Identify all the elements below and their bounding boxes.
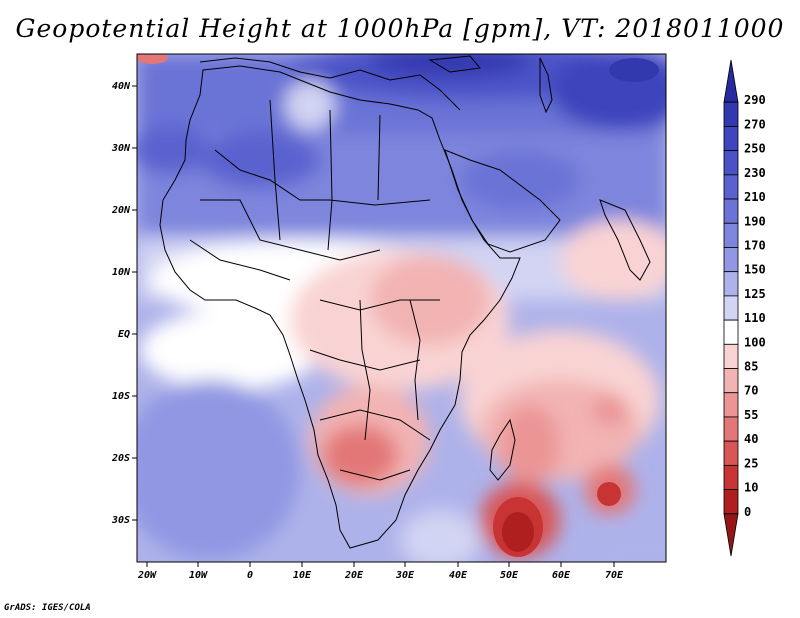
colorbar: 2902702502302101901701501251101008570554… (723, 59, 766, 557)
x-tick-label: 50E (500, 570, 519, 581)
colorbar-swatch (723, 198, 739, 224)
x-tick-label: 40E (449, 570, 468, 581)
colorbar-label: 70 (744, 384, 758, 398)
africa-coastline (159, 65, 521, 549)
colorbar-label: 85 (744, 360, 758, 374)
colorbar-label: 0 (744, 505, 751, 519)
colorbar-swatch (723, 440, 739, 466)
colorbar-label: 210 (744, 190, 766, 204)
colorbar-label: 150 (744, 263, 766, 277)
colorbar-label: 40 (744, 432, 758, 446)
colorbar-swatch (723, 295, 739, 321)
colorbar-swatch (723, 126, 739, 152)
colorbar-swatch (723, 174, 739, 200)
colorbar-label: 55 (744, 408, 758, 422)
colorbar-label: 290 (744, 93, 766, 107)
y-tick-label: 30N (111, 143, 131, 154)
y-tick-label: 30S (111, 515, 130, 526)
y-tick-label: EQ (118, 329, 130, 340)
colorbar-label: 125 (744, 287, 766, 301)
colorbar-label: 100 (744, 335, 766, 349)
x-axis: 20W 10W 0 10E 20E 30E 40E 50E 60E 70E (137, 562, 624, 581)
madagascar-coastline (489, 418, 516, 481)
x-tick-label: 30E (395, 570, 415, 581)
y-axis: 40N 30N 20N 10N EQ 10S 20S 30S (111, 81, 137, 526)
x-tick-label: 70E (605, 570, 624, 581)
colorbar-swatch (723, 222, 739, 248)
arabia-coastline (444, 149, 561, 253)
colorbar-bottom-arrow (723, 513, 739, 557)
y-tick-label: 20N (111, 205, 131, 216)
colorbar-swatch (723, 247, 739, 273)
colorbar-swatch (723, 343, 739, 369)
colorbar-label: 190 (744, 214, 766, 228)
colorbar-label: 25 (744, 456, 758, 470)
y-tick-label: 20S (111, 453, 130, 464)
colorbar-swatch (723, 464, 739, 490)
colorbar-swatch (723, 101, 739, 127)
x-tick-label: 60E (552, 570, 571, 581)
y-tick-label: 10S (112, 391, 130, 402)
colorbar-swatch (723, 271, 739, 297)
colorbar-swatch (723, 319, 739, 345)
x-tick-label: 20E (344, 570, 364, 581)
height-field (137, 54, 666, 562)
colorbar-swatch (723, 150, 739, 176)
x-tick-label: 10W (189, 570, 208, 581)
x-tick-label: 20W (137, 570, 157, 581)
colorbar-label: 230 (744, 166, 766, 180)
chart-title: Geopotential Height at 1000hPa [gpm], VT… (15, 14, 785, 43)
x-tick-label: 10E (293, 570, 312, 581)
x-tick-label: 0 (247, 570, 253, 581)
europe-coastline (199, 57, 461, 111)
y-tick-label: 40N (112, 81, 131, 92)
credit-text: GrADS: IGES/COLA (4, 603, 91, 613)
colorbar-label: 250 (744, 142, 766, 156)
colorbar-label: 110 (744, 311, 766, 325)
y-tick-label: 10N (112, 267, 131, 278)
colorbar-swatch (723, 489, 739, 515)
colorbar-swatch (723, 392, 739, 418)
colorbar-swatch (723, 368, 739, 394)
india-coastline (599, 199, 651, 281)
colorbar-label: 10 (744, 481, 758, 495)
colorbar-top-arrow (723, 59, 739, 103)
map-frame (136, 53, 667, 563)
colorbar-label: 170 (744, 238, 766, 252)
colorbar-swatch (723, 416, 739, 442)
colorbar-label: 270 (744, 117, 766, 131)
